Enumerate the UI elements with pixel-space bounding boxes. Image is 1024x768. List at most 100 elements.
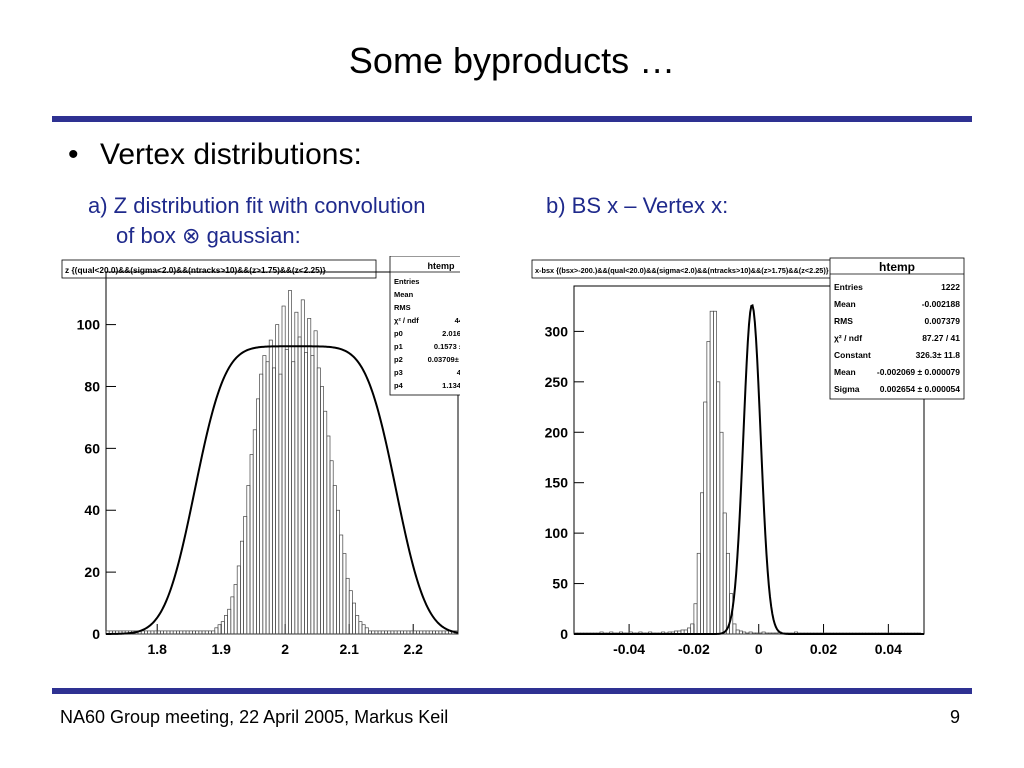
histogram-bin xyxy=(246,485,251,635)
x-tick-label: 2.1 xyxy=(339,641,359,657)
stats-label: Entries xyxy=(394,277,419,286)
histogram-bin xyxy=(355,615,360,635)
histogram-bin xyxy=(764,632,769,635)
stats-label: p2 xyxy=(394,355,403,364)
histogram-bin xyxy=(332,485,337,635)
histogram-bin xyxy=(230,596,235,635)
footer-text: NA60 Group meeting, 22 April 2005, Marku… xyxy=(60,707,449,727)
histogram-bin xyxy=(709,310,714,635)
histogram-bin xyxy=(297,336,302,635)
bullet-text: Vertex distributions: xyxy=(100,138,362,171)
chart-title: x-bsx {(bsx>-200.)&&(qual<20.0)&&(sigma<… xyxy=(535,266,829,275)
histogram-bin xyxy=(722,512,727,635)
stats-value: -0.002188 xyxy=(922,299,961,309)
y-tick-label: 300 xyxy=(545,323,569,339)
stats-label: χ² / ndf xyxy=(834,333,862,343)
chart-title-box xyxy=(61,259,377,279)
histogram-bin xyxy=(281,305,286,635)
histogram-bin xyxy=(304,352,308,635)
bsx-vertex-chart: x-bsx {(bsx>-200.)&&(qual<20.0)&&(sigma<… xyxy=(531,257,965,657)
histogram-bin xyxy=(288,290,292,635)
stats-label: p3 xyxy=(394,368,403,377)
y-tick-label: 0 xyxy=(92,626,100,642)
histogram-bin xyxy=(227,608,232,635)
x-tick-label: 1.8 xyxy=(147,641,167,657)
chart-title: z {(qual<20.0)&&(sigma<2.0)&&(ntracks>10… xyxy=(65,265,327,275)
histogram-bin xyxy=(696,552,701,635)
histogram-bin xyxy=(732,623,737,635)
stats-box xyxy=(829,257,965,400)
y-tick-label: 250 xyxy=(545,374,569,390)
y-tick-label: 50 xyxy=(552,576,568,592)
stats-value: 1.134 ± 0.247 xyxy=(442,381,460,390)
histogram-bin xyxy=(735,629,740,635)
histogram-bin xyxy=(358,621,363,635)
histogram-bin xyxy=(716,381,721,635)
x-tick-label: 0.04 xyxy=(875,641,902,657)
y-tick-label: 80 xyxy=(84,378,100,394)
stats-value: 46.1± 1.5 xyxy=(457,368,460,377)
x-tick-label: 0 xyxy=(755,641,763,657)
histogram-bin xyxy=(240,540,244,635)
histogram-bin xyxy=(361,624,366,635)
histogram-bin xyxy=(300,299,305,635)
stats-label: p0 xyxy=(394,329,403,338)
x-tick-label: 1.9 xyxy=(211,641,231,657)
histogram-bin xyxy=(761,631,766,635)
histogram-bin xyxy=(751,632,756,635)
stats-label: Sigma xyxy=(834,384,860,394)
histogram-bin xyxy=(278,373,283,635)
caption-a-line2: of box ⊗ gaussian: xyxy=(116,223,301,248)
stats-value: 2.016 ± 0.001 xyxy=(442,329,460,338)
histogram-bin xyxy=(294,311,299,635)
stats-value: 0.007379 xyxy=(925,316,961,326)
slide-title: Some byproducts … xyxy=(348,40,676,81)
title-rule xyxy=(52,116,972,122)
stats-value: 0.1573 ± 0.0038 xyxy=(434,342,460,351)
histogram-bin xyxy=(284,349,289,635)
histogram-bin xyxy=(275,324,280,635)
fit-curve xyxy=(574,303,924,635)
stats-value: 87.27 / 41 xyxy=(922,333,960,343)
stats-box xyxy=(389,256,460,396)
stats-label: Constant xyxy=(834,350,871,360)
histogram-bin xyxy=(729,593,734,635)
histogram-bin xyxy=(214,627,219,635)
histogram-bin xyxy=(742,631,747,635)
histogram-bin xyxy=(352,602,356,635)
stats-label: Mean xyxy=(834,299,856,309)
histogram-bin xyxy=(259,373,264,635)
stats-label: Mean xyxy=(834,367,856,377)
stats-label: RMS xyxy=(394,303,411,312)
histogram-bin xyxy=(272,367,276,635)
stats-label: Entries xyxy=(834,282,863,292)
y-tick-label: 20 xyxy=(84,564,100,580)
x-tick-label: 0.02 xyxy=(810,641,837,657)
fit-curve xyxy=(106,345,459,635)
stats-name: htemp xyxy=(428,261,456,271)
histogram-bin xyxy=(268,339,273,635)
y-tick-label: 0 xyxy=(560,626,568,642)
stats-label: Mean xyxy=(394,290,414,299)
histogram-bin xyxy=(310,355,315,635)
histogram-bin xyxy=(320,386,324,635)
y-tick-label: 40 xyxy=(84,502,100,518)
histogram-bin xyxy=(336,509,340,635)
histogram-bin xyxy=(768,632,773,635)
y-tick-label: 60 xyxy=(84,440,100,456)
histogram-bin xyxy=(256,398,260,635)
histogram-bin xyxy=(316,367,321,635)
x-tick-label: 2.2 xyxy=(403,641,423,657)
histogram-bin xyxy=(364,627,369,635)
histogram-bin xyxy=(252,429,257,635)
stats-value: 0.002654 ± 0.000054 xyxy=(880,384,961,394)
histogram-bin xyxy=(249,454,254,635)
x-tick-label: -0.04 xyxy=(613,641,645,657)
y-tick-label: 100 xyxy=(77,317,101,333)
y-tick-label: 200 xyxy=(545,424,569,440)
stats-value: 44.44 / 65 xyxy=(455,316,460,325)
stats-label: RMS xyxy=(834,316,853,326)
histogram-bin xyxy=(323,410,328,635)
histogram-bin xyxy=(313,330,318,635)
histogram-bin xyxy=(700,492,704,635)
